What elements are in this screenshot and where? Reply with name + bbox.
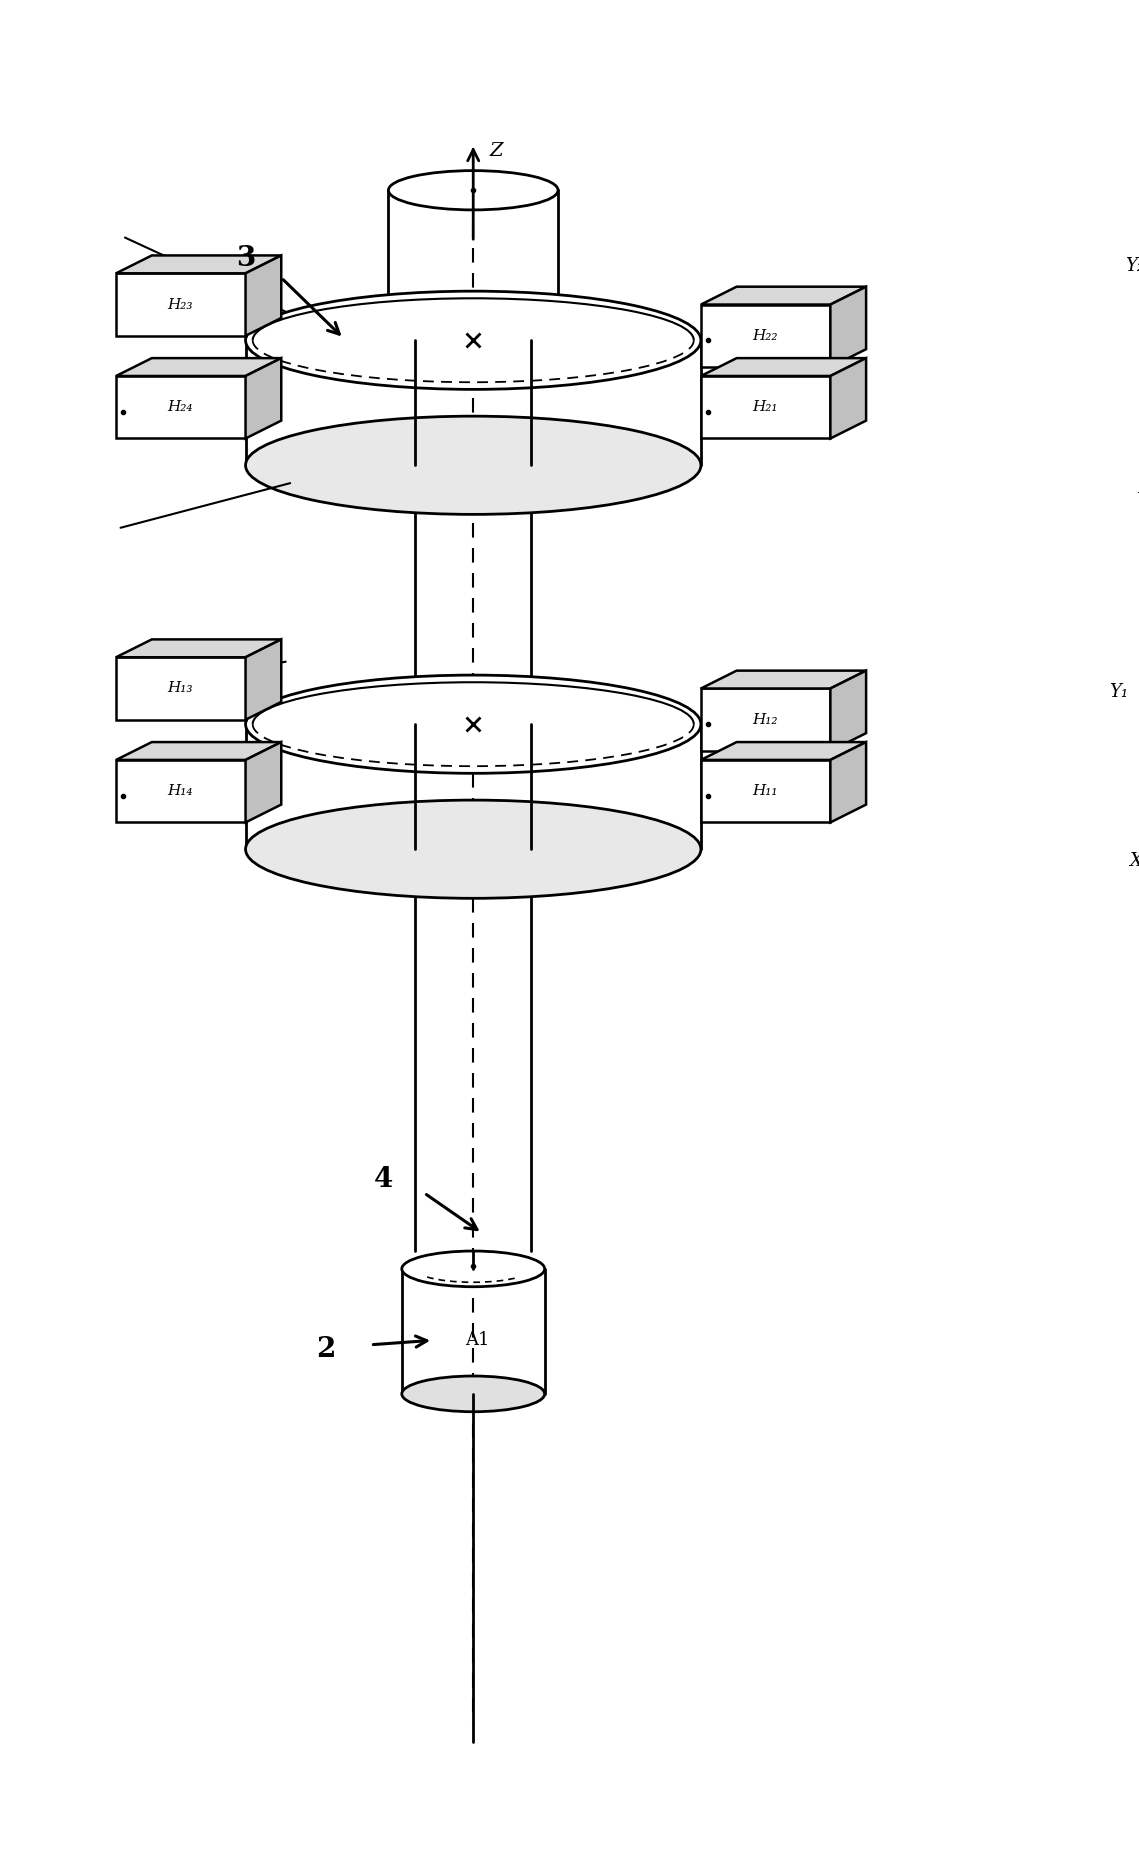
Text: X₁: X₁ xyxy=(1130,852,1139,870)
Text: A1: A1 xyxy=(466,1332,490,1350)
Polygon shape xyxy=(700,743,866,759)
Text: H₂₄: H₂₄ xyxy=(167,400,194,415)
Ellipse shape xyxy=(246,800,700,898)
Polygon shape xyxy=(246,743,281,822)
Polygon shape xyxy=(116,376,246,439)
Ellipse shape xyxy=(246,417,700,515)
Ellipse shape xyxy=(402,1376,544,1411)
Polygon shape xyxy=(246,357,281,439)
Polygon shape xyxy=(830,670,866,752)
Text: H₂₃: H₂₃ xyxy=(167,298,194,311)
Polygon shape xyxy=(246,256,281,335)
Polygon shape xyxy=(830,743,866,822)
Text: H₂₁: H₂₁ xyxy=(753,400,778,415)
Polygon shape xyxy=(700,689,830,752)
Polygon shape xyxy=(116,357,281,376)
Text: H₁₂: H₁₂ xyxy=(753,713,778,726)
Polygon shape xyxy=(116,256,281,274)
Ellipse shape xyxy=(246,291,700,389)
Text: H₁₃: H₁₃ xyxy=(167,682,194,696)
Polygon shape xyxy=(116,657,246,720)
Ellipse shape xyxy=(402,1250,544,1287)
Text: H₂₂: H₂₂ xyxy=(753,330,778,343)
Polygon shape xyxy=(116,743,281,759)
Polygon shape xyxy=(700,759,830,822)
Polygon shape xyxy=(116,274,246,335)
Polygon shape xyxy=(700,357,866,376)
Polygon shape xyxy=(830,287,866,367)
Text: 2: 2 xyxy=(317,1335,336,1363)
Text: Y₂: Y₂ xyxy=(1125,257,1139,276)
Polygon shape xyxy=(700,376,830,439)
Polygon shape xyxy=(700,670,866,689)
Text: H₁₁: H₁₁ xyxy=(753,783,778,798)
Text: Z: Z xyxy=(490,143,502,159)
Ellipse shape xyxy=(388,170,558,209)
Polygon shape xyxy=(246,639,281,720)
Text: H₁₄: H₁₄ xyxy=(167,783,194,798)
Polygon shape xyxy=(700,287,866,304)
Text: 4: 4 xyxy=(375,1167,394,1193)
Polygon shape xyxy=(116,759,246,822)
Text: 3: 3 xyxy=(236,244,255,272)
Ellipse shape xyxy=(246,676,700,774)
Polygon shape xyxy=(830,357,866,439)
Text: Y₁: Y₁ xyxy=(1109,683,1128,702)
Polygon shape xyxy=(116,639,281,657)
Polygon shape xyxy=(700,304,830,367)
